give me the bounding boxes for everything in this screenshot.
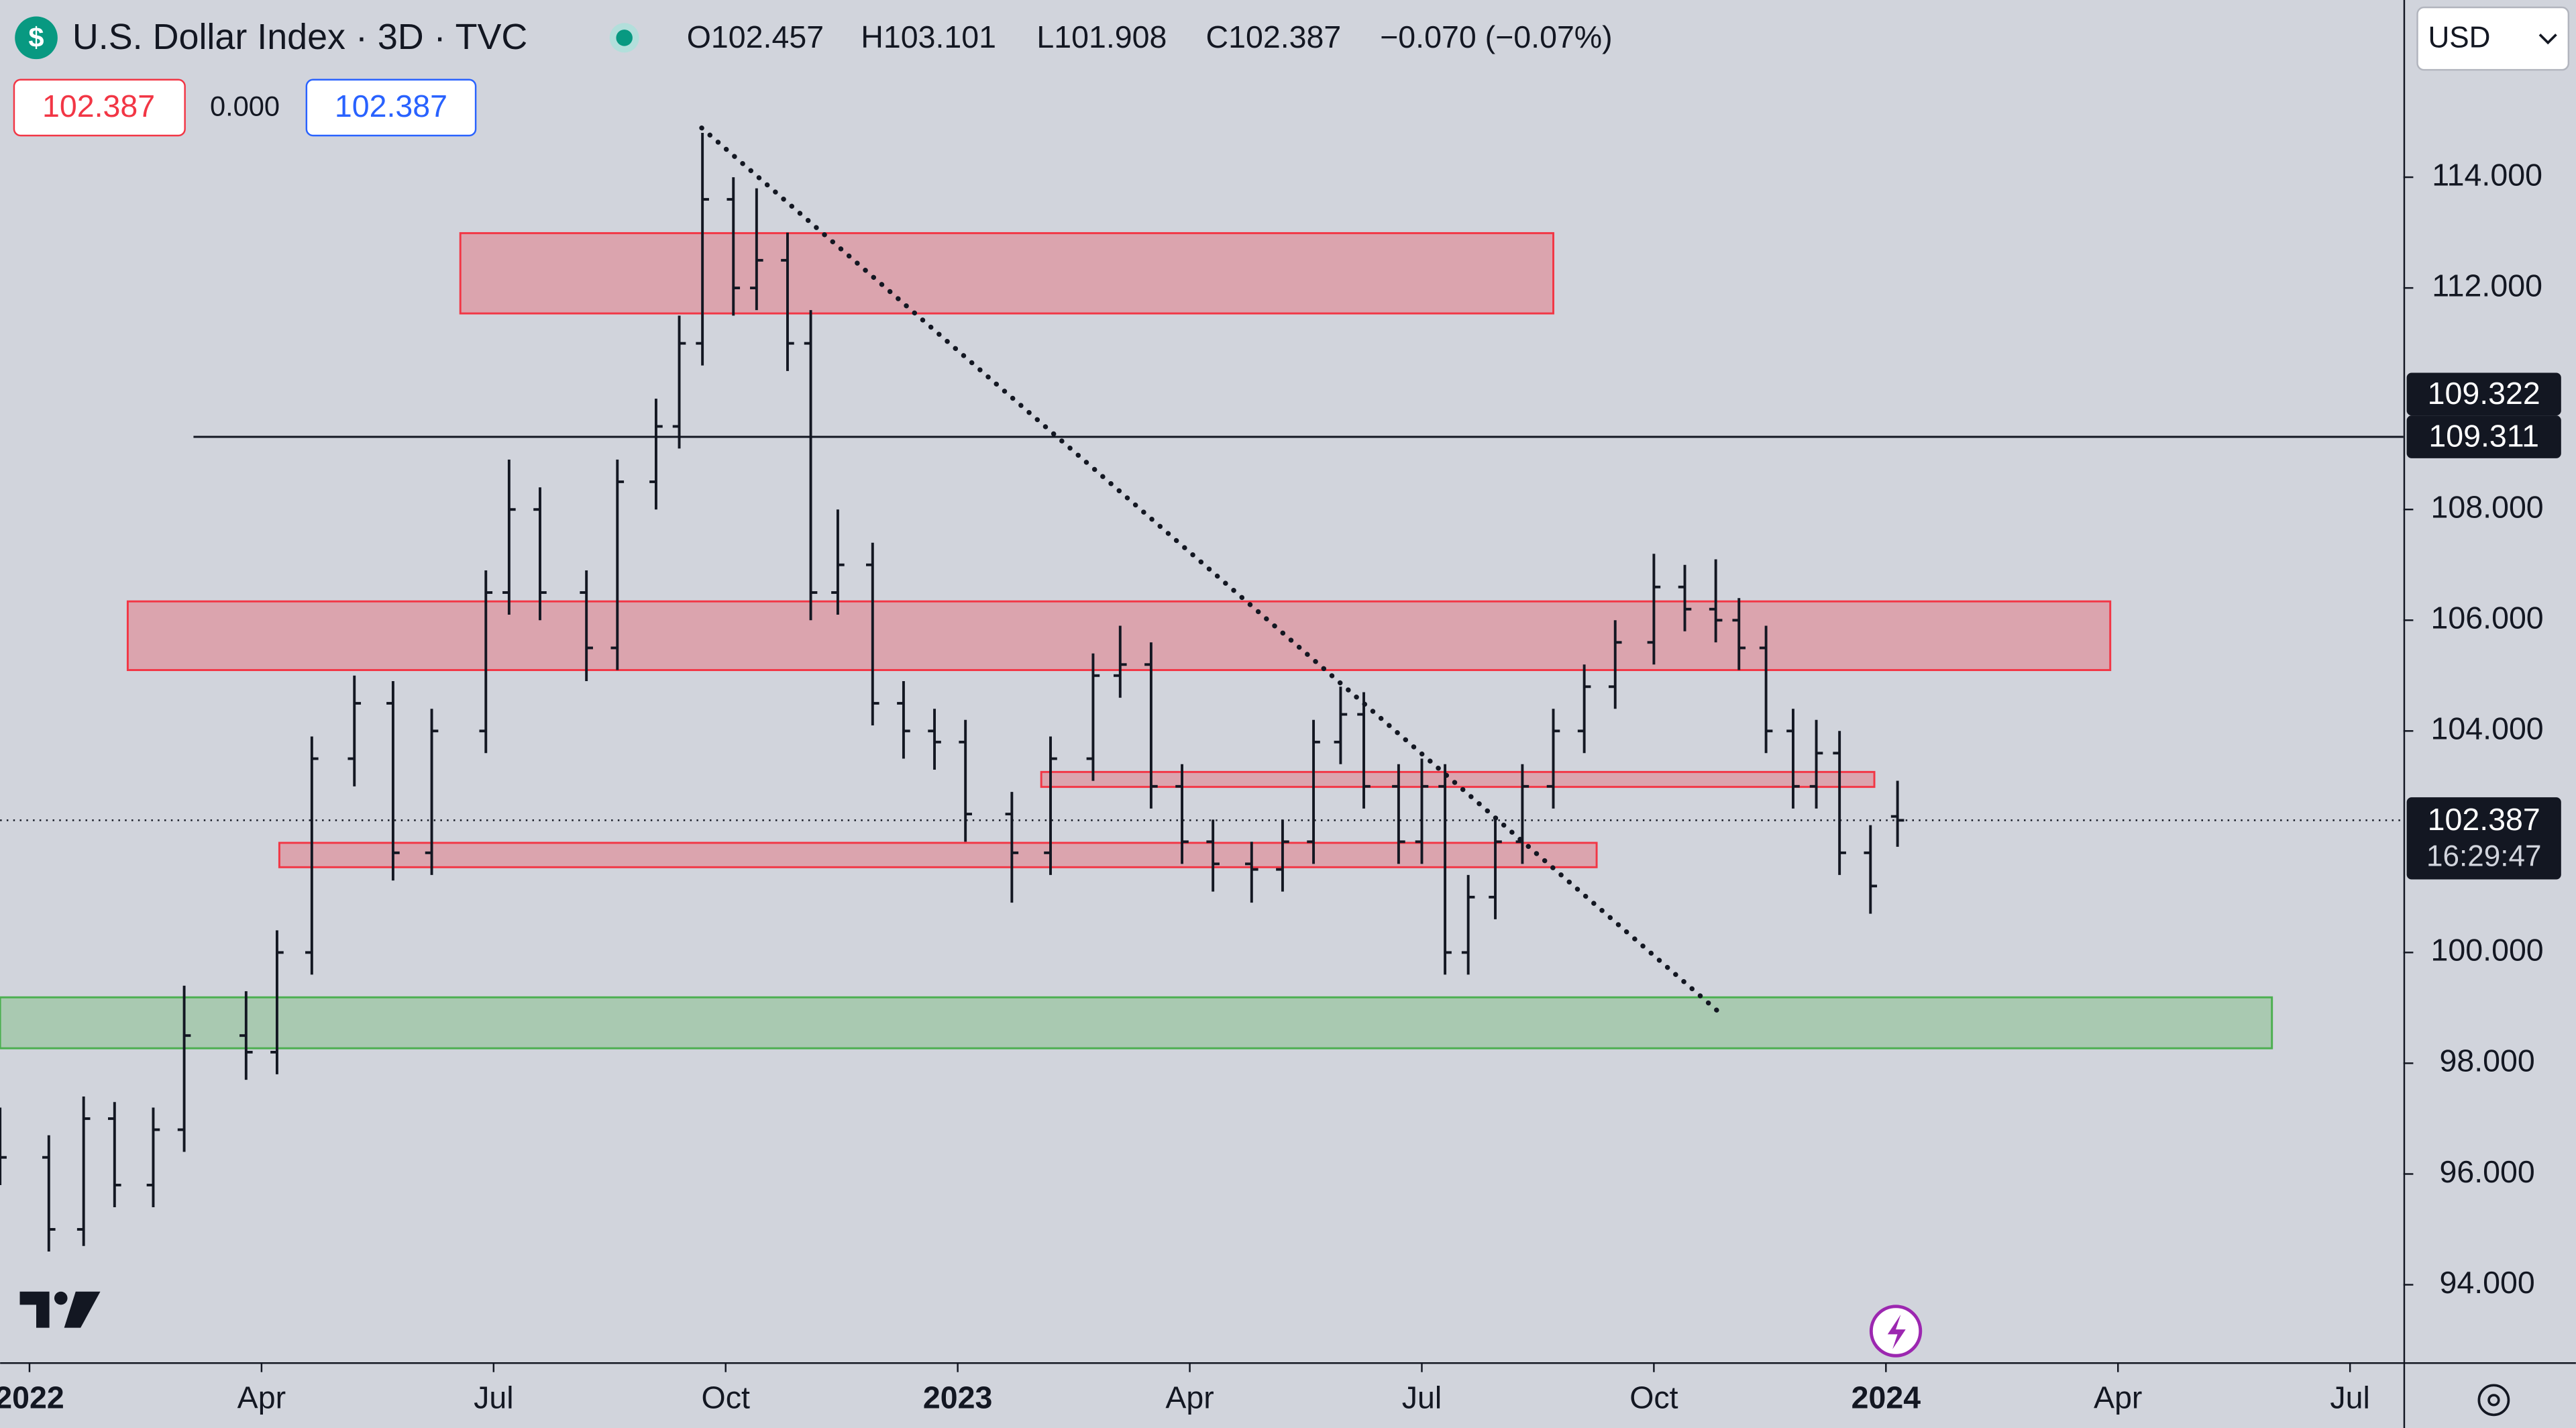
y-tick-label: 108.000 <box>2431 489 2544 524</box>
spread: 0.000 <box>210 91 280 122</box>
symbol-icon-glyph: $ <box>28 21 44 53</box>
buy-price[interactable]: 102.387 <box>335 89 447 123</box>
x-tick-label: 2024 <box>1851 1380 1921 1415</box>
x-tick-label: Apr <box>237 1380 286 1415</box>
x-tick-label: Jul <box>1402 1380 1442 1415</box>
y-tick-label: 100.000 <box>2431 933 2544 968</box>
ohlc-close: C102.387 <box>1206 19 1342 54</box>
tv-logo <box>19 1291 101 1328</box>
x-tick-label: Oct <box>702 1380 750 1415</box>
settings-icon[interactable] <box>2487 1394 2500 1407</box>
last-price-box <box>2406 797 2561 880</box>
alert-label: 109.322 <box>2428 376 2540 411</box>
symbol-title: U.S. Dollar Index · 3D · TVC <box>72 17 527 57</box>
x-tick-label: 2022 <box>0 1380 64 1415</box>
countdown: 16:29:47 <box>2426 839 2542 872</box>
currency-dropdown[interactable] <box>2416 6 2570 71</box>
buy-button[interactable] <box>305 79 477 137</box>
currency-label[interactable]: USD <box>2428 21 2490 54</box>
y-tick-label: 104.000 <box>2431 711 2544 746</box>
ohlc-change: −0.070 (−0.07%) <box>1380 19 1613 54</box>
y-tick-label: 94.000 <box>2439 1265 2534 1300</box>
trendline <box>699 125 1723 1016</box>
plot-area <box>0 125 2404 1252</box>
symbol-icon <box>15 16 58 60</box>
market-status <box>616 30 633 46</box>
y-tick-label: 106.000 <box>2431 601 2544 635</box>
y-tick-label: 114.000 <box>2432 157 2542 192</box>
x-tick-label: 2023 <box>923 1380 992 1415</box>
hline-label-box <box>2406 415 2561 458</box>
last-price-label: 102.387 <box>2428 802 2540 837</box>
x-tick-label: Apr <box>2094 1380 2142 1415</box>
dropdown-arrow[interactable] <box>2538 34 2557 45</box>
ohlc-high: H103.101 <box>861 19 996 54</box>
y-tick-label: 112.000 <box>2432 268 2542 303</box>
sell-price[interactable]: 102.387 <box>42 89 155 123</box>
zone <box>0 996 2273 1050</box>
sell-button[interactable] <box>13 79 186 137</box>
x-tick-label: Jul <box>474 1380 513 1415</box>
x-tick-label: Apr <box>1165 1380 1214 1415</box>
x-tick-label: Jul <box>2330 1380 2369 1415</box>
y-tick-label: 96.000 <box>2439 1154 2534 1189</box>
alert-box <box>2406 372 2561 416</box>
zone <box>278 842 1598 868</box>
ohlc-low: L101.908 <box>1036 19 1167 54</box>
replay-icon[interactable] <box>1887 1315 1906 1349</box>
ohlc-open: O102.457 <box>687 19 824 54</box>
zone <box>459 232 1554 315</box>
settings-button[interactable] <box>2477 1384 2510 1417</box>
hline-label: 109.311 <box>2428 419 2539 454</box>
x-tick-label: Oct <box>1629 1380 1678 1415</box>
y-tick-label: 98.000 <box>2439 1043 2534 1078</box>
zone <box>1040 770 1876 788</box>
